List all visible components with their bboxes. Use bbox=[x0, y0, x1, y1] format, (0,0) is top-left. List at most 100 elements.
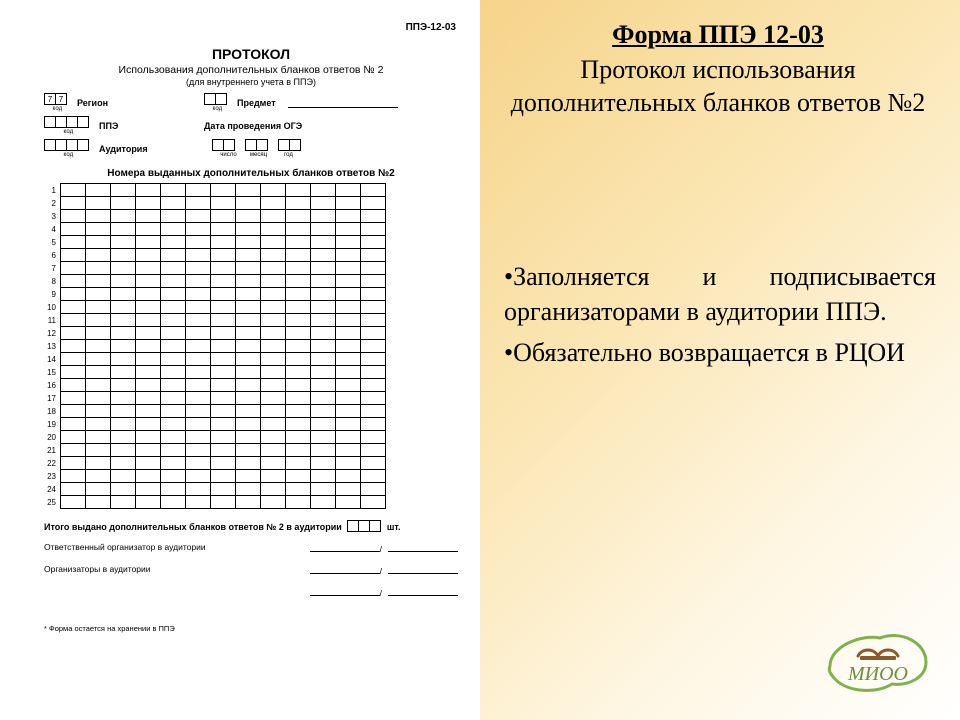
grid-cell bbox=[235, 313, 261, 327]
row-number: 13 bbox=[44, 342, 60, 351]
grid-cell bbox=[60, 391, 86, 405]
grid-cell bbox=[110, 404, 136, 418]
grid-cell bbox=[310, 365, 336, 379]
grid-cell bbox=[210, 378, 236, 392]
grid-cell bbox=[360, 482, 386, 496]
grid-cell bbox=[335, 183, 361, 197]
totals-row: Итого выдано дополнительных бланков отве… bbox=[44, 520, 458, 532]
grid-cell bbox=[235, 352, 261, 366]
table-row: 6 bbox=[44, 248, 458, 262]
grid-cell bbox=[85, 456, 111, 470]
grid-cell bbox=[185, 404, 211, 418]
table-row: 5 bbox=[44, 235, 458, 249]
grid-cell bbox=[185, 339, 211, 353]
grid-cell bbox=[185, 183, 211, 197]
grid-cell bbox=[310, 469, 336, 483]
grid-cell bbox=[335, 248, 361, 262]
grid-cell bbox=[135, 430, 161, 444]
grid-cell bbox=[210, 300, 236, 314]
grid-cell bbox=[110, 443, 136, 457]
grid-cell bbox=[135, 287, 161, 301]
grid-cell bbox=[135, 313, 161, 327]
grid-cell bbox=[60, 404, 86, 418]
grid-cell bbox=[185, 313, 211, 327]
table-row: 20 bbox=[44, 430, 458, 444]
grid-cell bbox=[160, 196, 186, 210]
grid-cell bbox=[135, 456, 161, 470]
grid-cell bbox=[285, 313, 311, 327]
grid-cell bbox=[160, 261, 186, 275]
grid-cell bbox=[185, 196, 211, 210]
grid-cell bbox=[135, 300, 161, 314]
grid-cell bbox=[110, 209, 136, 223]
grid-cell bbox=[60, 495, 86, 509]
grid-cell bbox=[360, 248, 386, 262]
table-row: 4 bbox=[44, 222, 458, 236]
grid-cell bbox=[185, 261, 211, 275]
row-number: 25 bbox=[44, 498, 60, 507]
grid-cell bbox=[110, 287, 136, 301]
sign-label-responsible: Ответственный организатор в аудитории bbox=[44, 542, 206, 554]
grid-cell bbox=[260, 404, 286, 418]
grid-cell bbox=[360, 261, 386, 275]
grid-cell bbox=[310, 404, 336, 418]
table-row: 17 bbox=[44, 391, 458, 405]
grid-cell bbox=[310, 456, 336, 470]
grid-cell bbox=[135, 482, 161, 496]
grid-cell bbox=[335, 196, 361, 210]
grid-cell bbox=[185, 469, 211, 483]
grid-cell bbox=[160, 248, 186, 262]
grid-cell bbox=[335, 261, 361, 275]
grid-cell bbox=[185, 235, 211, 249]
row-number: 19 bbox=[44, 420, 60, 429]
grid-cell bbox=[360, 274, 386, 288]
grid-cell bbox=[110, 183, 136, 197]
grid-cell bbox=[210, 391, 236, 405]
subject-line bbox=[288, 98, 398, 108]
grid-cell bbox=[310, 443, 336, 457]
grid-cell bbox=[285, 209, 311, 223]
table-row: 23 bbox=[44, 469, 458, 483]
row-number: 17 bbox=[44, 394, 60, 403]
grid-cell bbox=[60, 365, 86, 379]
grid-cell bbox=[60, 352, 86, 366]
grid-cell bbox=[85, 300, 111, 314]
table-row: 11 bbox=[44, 313, 458, 327]
grid-cell bbox=[260, 443, 286, 457]
grid-cell bbox=[310, 209, 336, 223]
aud-label: Аудитория bbox=[99, 144, 148, 154]
grid-cell bbox=[160, 287, 186, 301]
grid-cell bbox=[360, 495, 386, 509]
grid-cell bbox=[60, 274, 86, 288]
grid-cell bbox=[285, 365, 311, 379]
grid-cell bbox=[260, 222, 286, 236]
grid-cell bbox=[85, 378, 111, 392]
grid-cell bbox=[210, 261, 236, 275]
subject-code-boxes bbox=[204, 93, 227, 105]
grid-cell bbox=[60, 261, 86, 275]
grid-cell bbox=[260, 326, 286, 340]
grid-cell bbox=[60, 222, 86, 236]
grid-cell bbox=[60, 209, 86, 223]
grid-cell bbox=[85, 261, 111, 275]
grid-cell bbox=[360, 300, 386, 314]
grid-cell bbox=[185, 482, 211, 496]
grid-cell bbox=[110, 274, 136, 288]
grid-cell bbox=[110, 417, 136, 431]
grid-cell bbox=[210, 209, 236, 223]
grid-cell bbox=[60, 378, 86, 392]
grid-cell bbox=[60, 287, 86, 301]
row-number: 10 bbox=[44, 303, 60, 312]
grid-cell bbox=[335, 469, 361, 483]
grid-cell bbox=[235, 235, 261, 249]
grid-cell bbox=[335, 378, 361, 392]
grid-cell bbox=[310, 300, 336, 314]
ppe-code-boxes bbox=[44, 116, 89, 128]
grid-cell bbox=[160, 404, 186, 418]
grid-cell bbox=[360, 222, 386, 236]
grid-cell bbox=[360, 196, 386, 210]
grid-cell bbox=[110, 339, 136, 353]
form-footnote: * Форма остается на хранении в ППЭ bbox=[44, 624, 458, 633]
grid-cell bbox=[160, 339, 186, 353]
grid-cell bbox=[110, 482, 136, 496]
